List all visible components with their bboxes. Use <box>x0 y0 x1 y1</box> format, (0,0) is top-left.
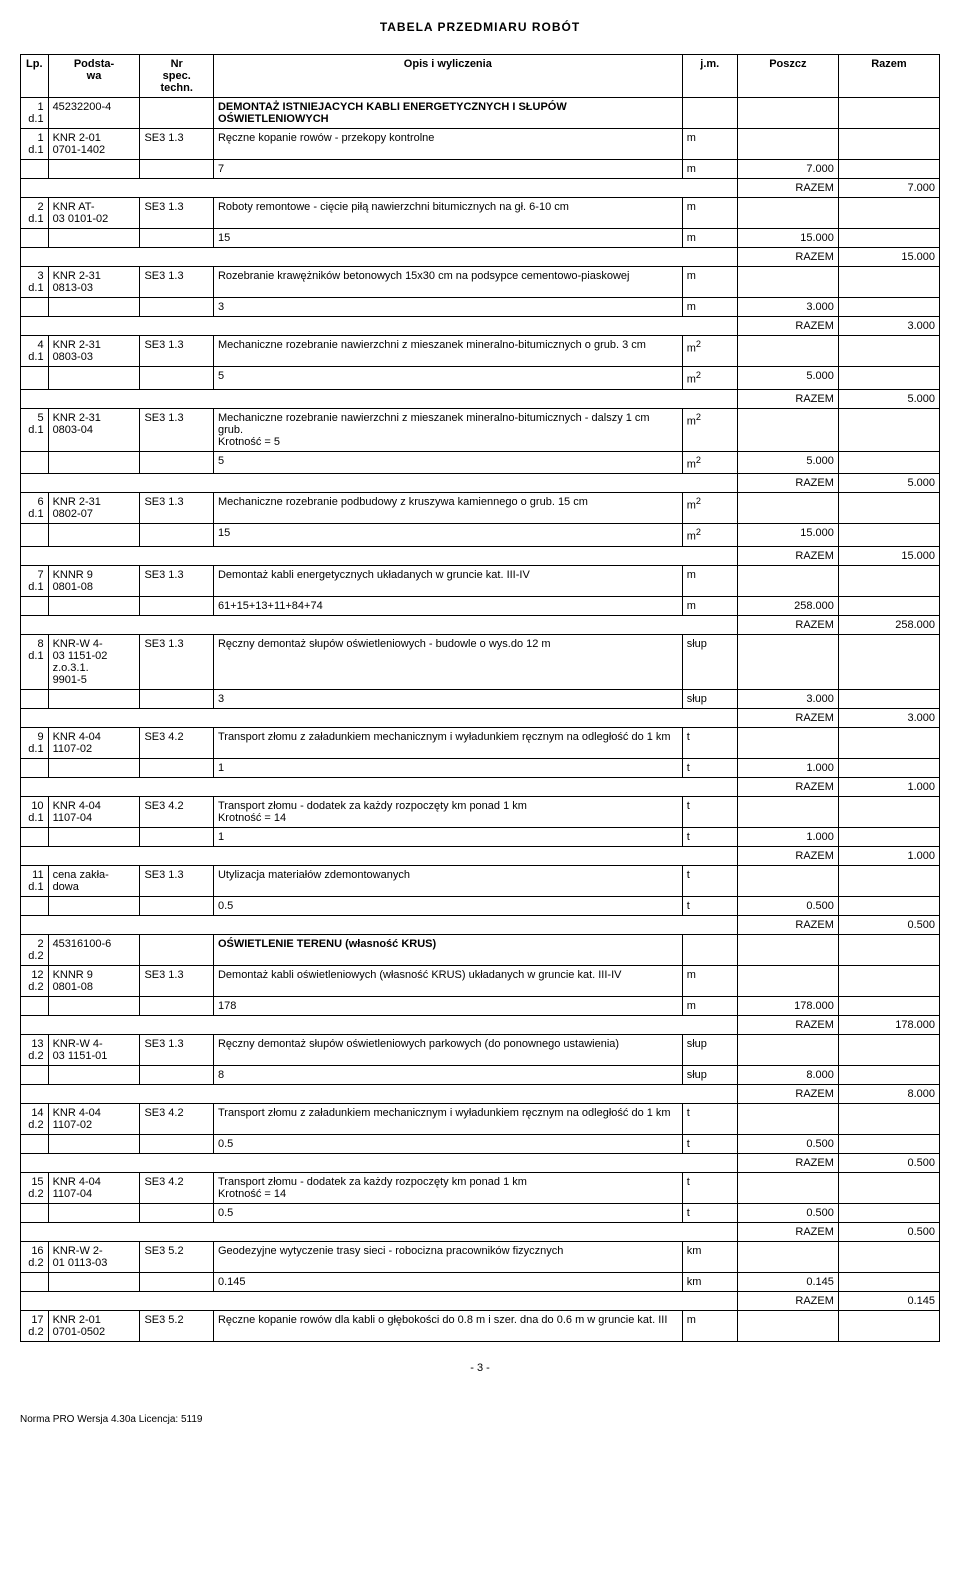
razem-row: RAZEM3.000 <box>21 708 940 727</box>
razem-row: RAZEM15.000 <box>21 546 940 565</box>
razem-row: RAZEM1.000 <box>21 846 940 865</box>
item-row: 11 d.1cena zakła- dowaSE3 1.3Utylizacja … <box>21 865 940 896</box>
razem-row: RAZEM0.500 <box>21 915 940 934</box>
header-row: Lp. Podsta- wa Nr spec. techn. Opis i wy… <box>21 55 940 98</box>
calc-row: 15m215.000 <box>21 524 940 547</box>
calc-row: 5m25.000 <box>21 451 940 474</box>
razem-row: RAZEM1.000 <box>21 777 940 796</box>
item-row: 5 d.1KNR 2-31 0803-04SE3 1.3Mechaniczne … <box>21 408 940 451</box>
razem-row: RAZEM0.145 <box>21 1291 940 1310</box>
item-row: 8 d.1KNR-W 4- 03 1151-02 z.o.3.1. 9901-5… <box>21 634 940 689</box>
calc-row: 0.5t0.500 <box>21 1134 940 1153</box>
item-row: 4 d.1KNR 2-31 0803-03SE3 1.3Mechaniczne … <box>21 336 940 367</box>
item-row: 1 d.1KNR 2-01 0701-1402SE3 1.3Ręczne kop… <box>21 129 940 160</box>
item-row: 3 d.1KNR 2-31 0813-03SE3 1.3Rozebranie k… <box>21 267 940 298</box>
calc-row: 0.5t0.500 <box>21 1203 940 1222</box>
calc-row: 0.145km0.145 <box>21 1272 940 1291</box>
th-jm: j.m. <box>682 55 737 98</box>
razem-row: RAZEM178.000 <box>21 1015 940 1034</box>
item-row: 2 d.1KNR AT- 03 0101-02SE3 1.3Roboty rem… <box>21 198 940 229</box>
th-razem: Razem <box>838 55 939 98</box>
item-row: 10 d.1KNR 4-04 1107-04SE3 4.2Transport z… <box>21 796 940 827</box>
calc-row: 7m7.000 <box>21 160 940 179</box>
calc-row: 0.5t0.500 <box>21 896 940 915</box>
calc-row: 178m178.000 <box>21 996 940 1015</box>
th-podstawa: Podsta- wa <box>48 55 140 98</box>
item-row: 16 d.2KNR-W 2- 01 0113-03SE3 5.2Geodezyj… <box>21 1241 940 1272</box>
main-table: Lp. Podsta- wa Nr spec. techn. Opis i wy… <box>20 54 940 1342</box>
razem-row: RAZEM0.500 <box>21 1153 940 1172</box>
razem-row: RAZEM7.000 <box>21 179 940 198</box>
item-row: 12 d.2KNNR 9 0801-08SE3 1.3Demontaż kabl… <box>21 965 940 996</box>
th-lp: Lp. <box>21 55 49 98</box>
table-body: 1 d.145232200-4DEMONTAŻ ISTNIEJACYCH KAB… <box>21 98 940 1342</box>
razem-row: RAZEM3.000 <box>21 317 940 336</box>
th-nr: Nr spec. techn. <box>140 55 214 98</box>
item-row: 15 d.2KNR 4-04 1107-04SE3 4.2Transport z… <box>21 1172 940 1203</box>
calc-row: 61+15+13+11+84+74m258.000 <box>21 596 940 615</box>
razem-row: RAZEM0.500 <box>21 1222 940 1241</box>
th-poszcz: Poszcz <box>737 55 838 98</box>
razem-row: RAZEM8.000 <box>21 1084 940 1103</box>
calc-row: 1t1.000 <box>21 758 940 777</box>
footer-text: Norma PRO Wersja 4.30a Licencja: 5119 <box>20 1414 940 1425</box>
razem-row: RAZEM15.000 <box>21 248 940 267</box>
page-number: - 3 - <box>20 1362 940 1374</box>
section-row: 2 d.245316100-6OŚWIETLENIE TERENU (własn… <box>21 934 940 965</box>
item-row: 6 d.1KNR 2-31 0802-07SE3 1.3Mechaniczne … <box>21 493 940 524</box>
page-title: TABELA PRZEDMIARU ROBÓT <box>20 20 940 34</box>
section-row: 1 d.145232200-4DEMONTAŻ ISTNIEJACYCH KAB… <box>21 98 940 129</box>
calc-row: 5m25.000 <box>21 367 940 390</box>
razem-row: RAZEM5.000 <box>21 474 940 493</box>
item-row: 17 d.2KNR 2-01 0701-0502SE3 5.2Ręczne ko… <box>21 1310 940 1341</box>
razem-row: RAZEM5.000 <box>21 389 940 408</box>
calc-row: 3m3.000 <box>21 298 940 317</box>
item-row: 13 d.2KNR-W 4- 03 1151-01SE3 1.3Ręczny d… <box>21 1034 940 1065</box>
calc-row: 15m15.000 <box>21 229 940 248</box>
calc-row: 3słup3.000 <box>21 689 940 708</box>
razem-row: RAZEM258.000 <box>21 615 940 634</box>
item-row: 14 d.2KNR 4-04 1107-02SE3 4.2Transport z… <box>21 1103 940 1134</box>
calc-row: 8słup8.000 <box>21 1065 940 1084</box>
th-opis: Opis i wyliczenia <box>213 55 682 98</box>
item-row: 7 d.1KNNR 9 0801-08SE3 1.3Demontaż kabli… <box>21 565 940 596</box>
calc-row: 1t1.000 <box>21 827 940 846</box>
item-row: 9 d.1KNR 4-04 1107-02SE3 4.2Transport zł… <box>21 727 940 758</box>
